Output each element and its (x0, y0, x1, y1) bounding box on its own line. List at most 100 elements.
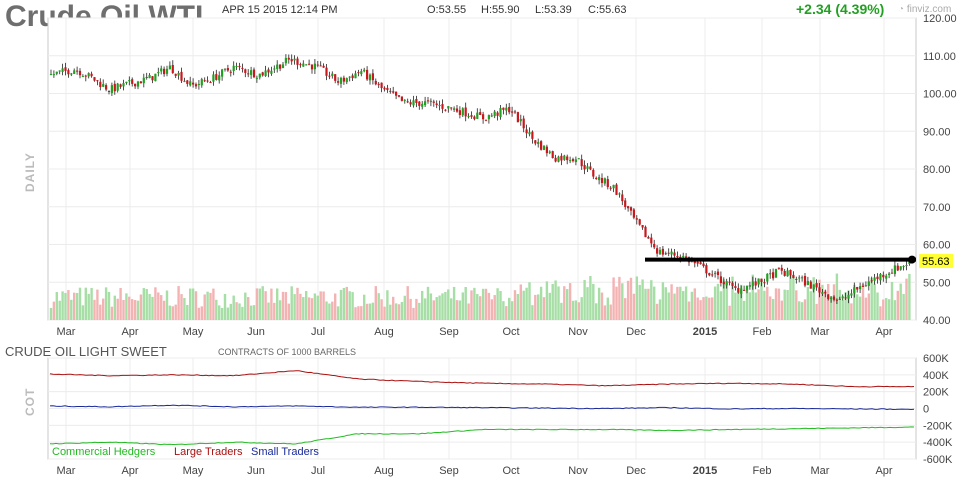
volume-bar (110, 306, 114, 320)
volume-bar (531, 305, 534, 320)
volume-bar (821, 284, 824, 320)
candle-body (835, 299, 838, 301)
volume-bar (667, 292, 670, 320)
volume-bar (270, 288, 273, 320)
volume-bar (409, 298, 412, 320)
price-y-tick: 90.00 (923, 126, 951, 138)
volume-bar (334, 293, 337, 320)
price-x-tick: Jul (311, 326, 325, 338)
candle-body (81, 76, 84, 78)
candle-body (525, 129, 528, 134)
candle-body (505, 107, 508, 111)
volume-bar (200, 306, 203, 320)
volume-bar (682, 291, 685, 320)
volume-bar (508, 297, 511, 320)
volume-bar (197, 307, 201, 320)
price-x-tick: Dec (626, 326, 646, 338)
candle-body (719, 276, 722, 284)
volume-bar (345, 286, 348, 320)
volume-bar (145, 289, 148, 320)
cot-y-tick: 200K (923, 387, 949, 399)
candle-body (424, 101, 427, 106)
candle-body (519, 118, 522, 122)
candle-body (171, 65, 174, 73)
volume-bar (464, 286, 467, 320)
volume-bar (58, 300, 61, 320)
volume-bar (882, 299, 885, 320)
candle-body (125, 81, 128, 84)
volume-bar (151, 296, 154, 320)
candle-body (209, 82, 212, 84)
volume-bar (597, 287, 601, 320)
volume-bar (302, 297, 305, 320)
candle-body (165, 68, 169, 74)
candle-body (824, 291, 827, 294)
candle-body (313, 63, 316, 70)
volume-bar (502, 301, 505, 320)
volume-bar (406, 286, 409, 320)
volume-bar (505, 306, 508, 320)
candle-body (438, 105, 441, 107)
candle-body (528, 132, 531, 135)
candle-body (531, 131, 534, 139)
cot-x-tick: Jul (311, 465, 325, 477)
volume-bar (377, 293, 380, 320)
price-y-tick: 120.00 (923, 13, 957, 25)
candle-body (78, 70, 82, 76)
volume-bar (177, 286, 180, 320)
finviz-logo[interactable]: ◔ finviz.com (898, 4, 951, 15)
volume-bar (583, 280, 586, 320)
quote-open: O:53.55 (427, 4, 467, 16)
candle-body (870, 280, 873, 282)
volume-bar (78, 287, 82, 320)
candle-body (560, 155, 563, 161)
candle-body (540, 141, 543, 150)
cot-y-tick: -200K (923, 420, 953, 432)
volume-bar (780, 300, 783, 320)
volume-bar (432, 300, 435, 320)
volume-bar (386, 290, 389, 320)
candle-body (885, 275, 888, 279)
candle-body (232, 65, 235, 72)
candle-body (815, 283, 818, 288)
candle-body (322, 65, 325, 68)
candle-body (113, 83, 116, 92)
volume-bar (844, 292, 847, 320)
candle-body (609, 187, 612, 189)
volume-bar (107, 291, 111, 320)
volume-bar (165, 290, 169, 320)
volume-bar (276, 288, 279, 320)
volume-bar (102, 298, 105, 320)
candle-body (450, 107, 453, 109)
candle-body (899, 266, 902, 270)
candle-body (400, 96, 403, 101)
volume-bar (650, 280, 653, 320)
candle-body (647, 237, 650, 239)
volume-bar (586, 287, 589, 320)
candle-body (499, 108, 502, 117)
volume-bar (247, 297, 250, 320)
candle-body (418, 101, 421, 106)
volume-bar (699, 300, 702, 320)
volume-bar (380, 299, 383, 320)
candle-body (455, 108, 459, 112)
candle-body (803, 275, 807, 286)
candle-body (679, 256, 682, 259)
cot-x-tick: Oct (502, 465, 519, 477)
candle-body (200, 79, 203, 86)
candle-body (102, 84, 105, 87)
candle-body (308, 63, 311, 65)
cot-series-line (49, 426, 915, 446)
candle-body (206, 80, 209, 82)
candle-body (780, 267, 783, 271)
candle-body (795, 278, 798, 280)
candle-body (107, 90, 111, 92)
candle-body (374, 80, 377, 85)
volume-bar (67, 290, 70, 320)
candle-body (177, 72, 180, 76)
volume-bar (290, 286, 293, 320)
volume-bar (232, 295, 235, 320)
volume-bar (174, 304, 177, 320)
volume-bar (194, 291, 198, 320)
